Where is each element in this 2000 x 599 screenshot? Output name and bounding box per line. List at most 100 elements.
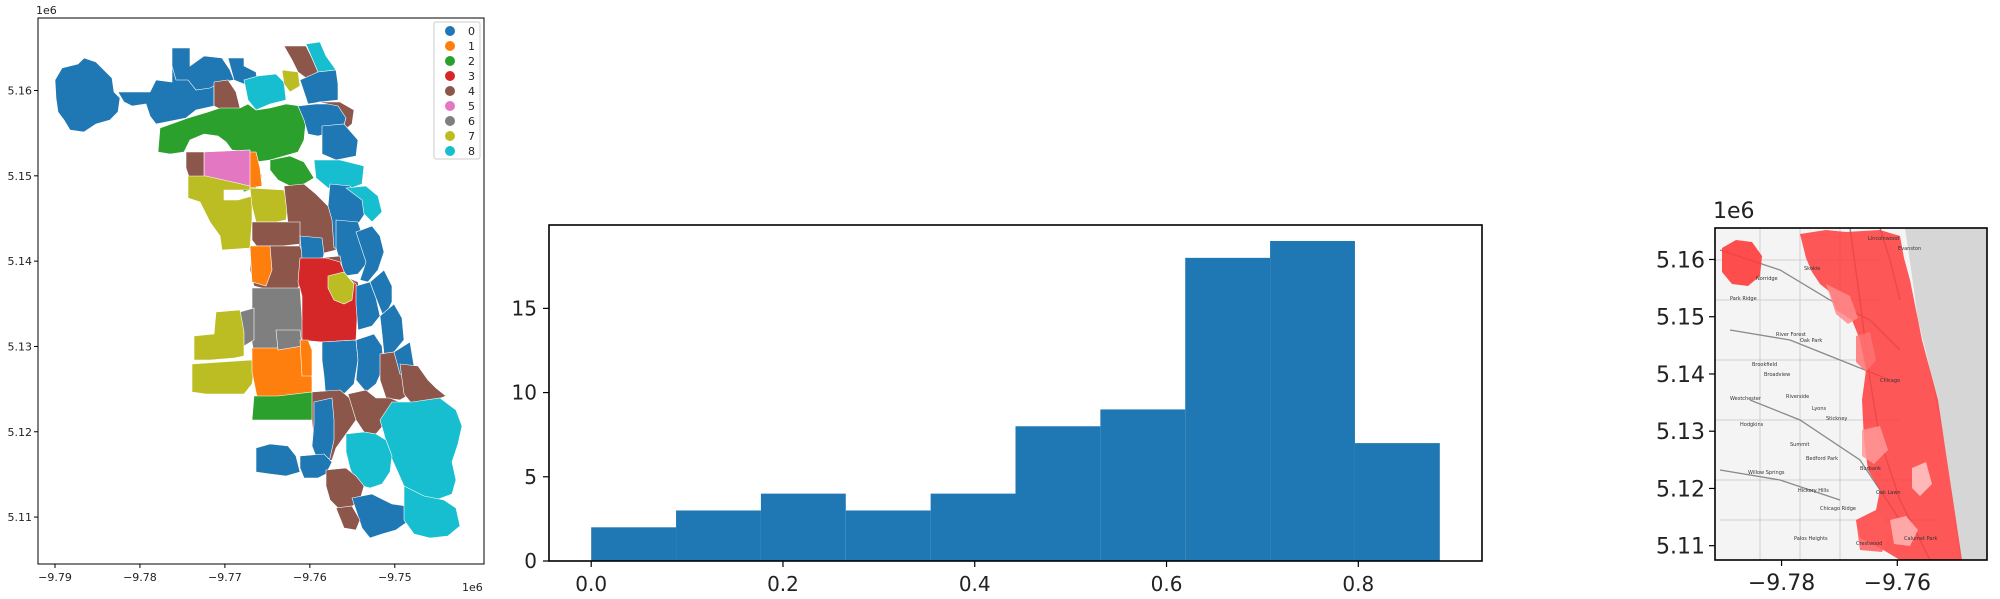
x-tick-label: −9.78 bbox=[123, 571, 157, 584]
place-labels: Lincolnwood Evanston Skokie Norridge Park Ri… bbox=[1730, 236, 1938, 547]
place-label: Lincolnwood bbox=[1868, 236, 1899, 242]
region bbox=[327, 271, 355, 305]
region bbox=[355, 225, 385, 283]
choropleth-ticks: −9.79 −9.78 −9.77 −9.76 −9.75 5.11 5.12 5.13 5.1… bbox=[8, 85, 412, 584]
legend-label: 8 bbox=[468, 145, 475, 158]
choropleth-regions bbox=[54, 41, 463, 539]
histogram-bar bbox=[845, 510, 931, 561]
x-tick-label: −9.77 bbox=[208, 571, 242, 584]
histogram-bar bbox=[591, 527, 677, 561]
place-label: Westchester bbox=[1730, 396, 1762, 402]
place-label: Oak Lawn bbox=[1876, 490, 1901, 496]
y-tick-label: 5.15 bbox=[1656, 306, 1705, 331]
region bbox=[251, 221, 301, 249]
y-tick-label: 5.12 bbox=[8, 426, 33, 439]
place-label: Hodgkins bbox=[1740, 422, 1764, 428]
x-tick-label: −9.76 bbox=[1864, 571, 1931, 596]
place-label: Riverside bbox=[1786, 394, 1809, 400]
basemap-axes-frame bbox=[1714, 227, 1988, 561]
y-tick-label: 0 bbox=[524, 549, 537, 573]
y-tick-label: 15 bbox=[512, 296, 537, 320]
lake-michigan bbox=[1905, 228, 1987, 560]
y-tick-label: 5.14 bbox=[1656, 363, 1705, 388]
x-tick-label: 0.6 bbox=[1151, 572, 1183, 596]
histogram-bar bbox=[760, 493, 846, 561]
place-label: Oak Park bbox=[1800, 338, 1822, 344]
histogram-bar bbox=[1270, 241, 1355, 561]
place-label: Summit bbox=[1790, 442, 1809, 448]
legend-label: 3 bbox=[468, 70, 475, 83]
x-offset-label: 1e6 bbox=[462, 581, 483, 594]
legend-box bbox=[433, 21, 481, 160]
y-tick-label: 5 bbox=[524, 465, 537, 489]
region bbox=[345, 185, 383, 223]
basemap-ticks: −9.78 −9.76 5.11 5.12 5.13 5.14 5.15 5.16 bbox=[1656, 248, 1931, 596]
place-label: Burbank bbox=[1860, 466, 1881, 472]
overlay-region bbox=[1856, 512, 1892, 552]
legend-label: 0 bbox=[468, 25, 475, 38]
region bbox=[311, 397, 335, 463]
x-tick-label: 0.8 bbox=[1342, 572, 1374, 596]
legend-marker bbox=[445, 86, 455, 96]
histogram-bar bbox=[1100, 409, 1186, 561]
y-tick-label: 5.13 bbox=[8, 340, 33, 353]
legend-marker bbox=[445, 116, 455, 126]
choropleth-panel: 1e6 bbox=[8, 4, 485, 594]
histogram-panel: 0.0 0.2 0.4 0.6 0.8 0 5 10 15 bbox=[512, 224, 1483, 596]
legend-label: 5 bbox=[468, 100, 475, 113]
x-tick-label: 0.2 bbox=[767, 572, 799, 596]
place-label: Stickney bbox=[1826, 416, 1847, 422]
basemap-content: Lincolnwood Evanston Skokie Norridge Park Ri… bbox=[1715, 228, 1987, 560]
legend-marker bbox=[445, 131, 455, 141]
x-tick-label: −9.79 bbox=[38, 571, 72, 584]
legend-label: 1 bbox=[468, 40, 475, 53]
overlay-region bbox=[1912, 462, 1932, 496]
place-label: Bedford Park bbox=[1806, 456, 1838, 462]
region bbox=[379, 303, 405, 355]
legend-marker bbox=[445, 71, 455, 81]
legend-label: 6 bbox=[468, 115, 475, 128]
place-label: Chicago bbox=[1880, 378, 1900, 384]
histogram-bar bbox=[1354, 443, 1440, 561]
y-tick-label: 5.15 bbox=[8, 170, 33, 183]
region bbox=[399, 363, 447, 405]
legend-marker bbox=[445, 56, 455, 66]
region bbox=[243, 73, 287, 111]
legend-marker bbox=[445, 146, 455, 156]
x-tick-label: 0.0 bbox=[575, 572, 607, 596]
region bbox=[345, 431, 393, 489]
region bbox=[335, 505, 361, 531]
region bbox=[251, 391, 315, 421]
y-offset-label: 1e6 bbox=[36, 4, 57, 17]
overlay-region bbox=[1826, 284, 1858, 324]
overlay-region bbox=[1890, 516, 1918, 546]
region bbox=[54, 57, 121, 133]
region bbox=[321, 123, 359, 161]
y-tick-label: 5.11 bbox=[8, 511, 33, 524]
place-label: River Forest bbox=[1776, 332, 1806, 338]
legend-label: 4 bbox=[468, 85, 475, 98]
place-label: Evanston bbox=[1898, 246, 1921, 252]
region bbox=[249, 245, 273, 287]
place-label: Calumet Park bbox=[1904, 536, 1938, 542]
offset-label: 1e6 bbox=[1713, 199, 1755, 224]
histogram-bar bbox=[930, 493, 1016, 561]
region bbox=[351, 493, 411, 539]
place-label: Chicago Ridge bbox=[1820, 506, 1856, 512]
histogram-bar bbox=[1015, 426, 1101, 561]
region bbox=[355, 333, 385, 393]
place-label: Hickory Hills bbox=[1798, 488, 1829, 494]
place-label: Crestwood bbox=[1856, 541, 1882, 547]
overlay-region bbox=[1722, 240, 1762, 286]
region bbox=[299, 339, 313, 377]
x-tick-label: −9.78 bbox=[1748, 571, 1815, 596]
choropleth-legend: 0 1 2 3 4 5 6 7 8 bbox=[433, 21, 481, 160]
region bbox=[299, 453, 333, 479]
place-label: Broadview bbox=[1764, 372, 1790, 378]
overlay-region bbox=[1856, 332, 1876, 372]
place-label: Palos Heights bbox=[1794, 536, 1828, 542]
region bbox=[369, 269, 393, 319]
region bbox=[403, 485, 461, 539]
region bbox=[255, 443, 301, 477]
